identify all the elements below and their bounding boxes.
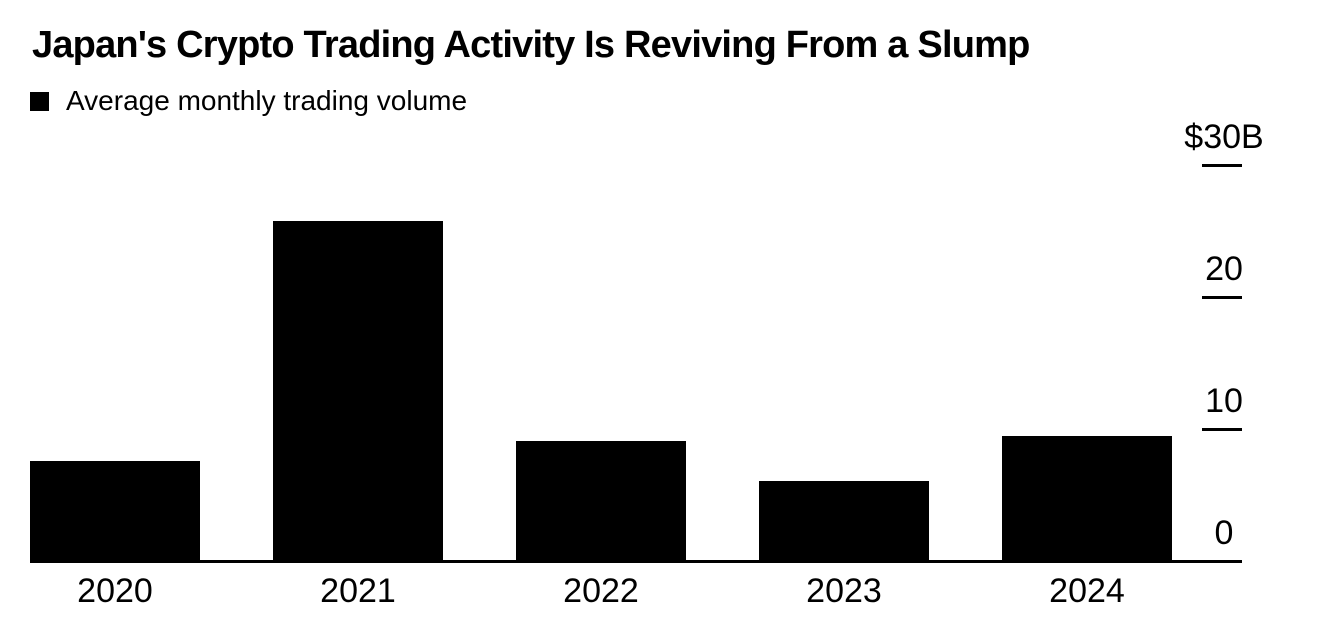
y-axis-label-30: $30B <box>1184 118 1264 156</box>
x-axis-label-2021: 2021 <box>320 572 396 610</box>
y-axis-label-10: 10 <box>1205 382 1243 420</box>
x-axis-label-2022: 2022 <box>563 572 639 610</box>
y-tick-mark-20 <box>1202 296 1242 299</box>
x-axis-label-2024: 2024 <box>1049 572 1125 610</box>
x-axis-label-2023: 2023 <box>806 572 882 610</box>
x-axis-line <box>30 560 1242 563</box>
chart-title: Japan's Crypto Trading Activity Is Reviv… <box>32 24 1030 66</box>
x-axis-label-2020: 2020 <box>77 572 153 610</box>
y-tick-mark-10 <box>1202 428 1242 431</box>
legend-swatch-icon <box>30 91 49 111</box>
legend: Average monthly trading volume <box>30 87 467 115</box>
bar-2022 <box>516 441 686 560</box>
legend-label: Average monthly trading volume <box>66 85 468 116</box>
bar-2024 <box>1002 436 1172 560</box>
y-axis-label-20: 20 <box>1205 250 1243 288</box>
bar-2023 <box>759 481 929 560</box>
bar-2020 <box>30 461 200 560</box>
bar-2021 <box>273 221 443 560</box>
y-tick-mark-30 <box>1202 164 1242 167</box>
y-axis-label-0: 0 <box>1214 514 1234 552</box>
